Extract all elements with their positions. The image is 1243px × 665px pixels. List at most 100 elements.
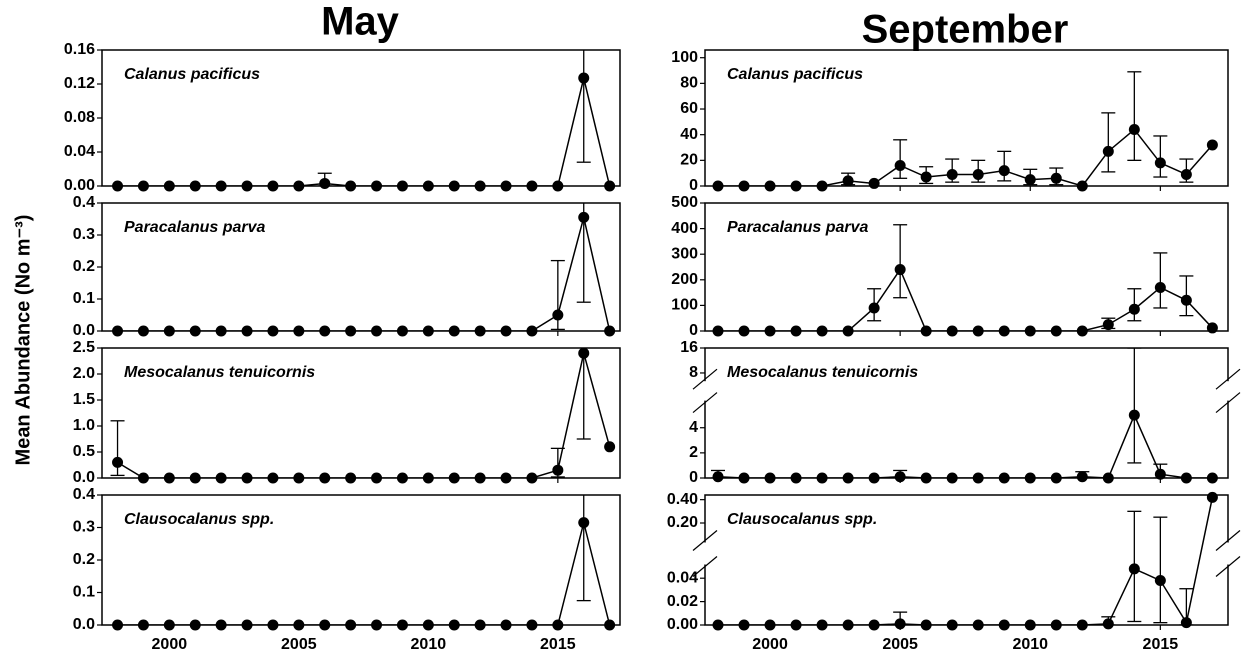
x-tick-label: 2015 [1143, 636, 1179, 653]
data-point [526, 472, 538, 484]
data-point [578, 72, 590, 84]
data-point [1206, 322, 1218, 334]
data-point [267, 472, 279, 484]
data-point [112, 325, 124, 337]
data-point [267, 325, 279, 337]
y-tick-label: 0.04 [667, 569, 698, 586]
data-point [842, 325, 854, 337]
data-point [946, 325, 958, 337]
data-point [500, 619, 512, 631]
y-tick-label: 8 [689, 364, 698, 381]
y-tick-label: 60 [680, 100, 698, 117]
data-point [972, 168, 984, 180]
data-point [738, 180, 750, 192]
data-point [998, 165, 1010, 177]
y-tick-label: 16 [680, 339, 698, 356]
data-point [946, 168, 958, 180]
axis-break-mark [1215, 530, 1241, 551]
data-point [578, 347, 590, 359]
data-point [604, 180, 616, 192]
data-point [371, 180, 383, 192]
data-point [215, 619, 227, 631]
y-tick-label: 2.0 [73, 365, 95, 382]
data-point [1154, 468, 1166, 480]
column-title: September [862, 8, 1069, 52]
y-tick-label: 0.4 [73, 486, 95, 503]
data-point [842, 175, 854, 187]
y-tick-label: 200 [671, 271, 698, 288]
data-point [163, 619, 175, 631]
data-point [816, 180, 828, 192]
y-tick-label: 0.5 [73, 443, 95, 460]
data-point [1128, 409, 1140, 421]
data-point [842, 472, 854, 484]
data-point [790, 325, 802, 337]
y-tick-label: 100 [671, 297, 698, 314]
data-point [112, 456, 124, 468]
y-tick-label: 0 [689, 177, 698, 194]
panel-label: Mesocalanus tenuicornis [727, 364, 918, 381]
data-point [215, 472, 227, 484]
data-point [137, 180, 149, 192]
y-tick-label: 0.00 [64, 177, 95, 194]
data-point [1050, 325, 1062, 337]
data-point [500, 325, 512, 337]
y-tick-label: 0.0 [73, 616, 95, 633]
data-point [946, 472, 958, 484]
series-line [717, 413, 1213, 478]
y-tick-label: 0.4 [73, 194, 95, 211]
x-tick-label: 2000 [752, 636, 788, 653]
data-point [137, 325, 149, 337]
data-point [474, 180, 486, 192]
axis-break-gap [702, 542, 708, 565]
panel-label: Clausocalanus spp. [124, 511, 274, 528]
y-tick-label: 0.2 [73, 551, 95, 568]
y-tick-label: 1.5 [73, 391, 95, 408]
data-point [712, 325, 724, 337]
y-tick-label: 0.00 [667, 616, 698, 633]
x-tick-label: 2000 [152, 636, 188, 653]
axis-break-mark [1215, 392, 1241, 414]
y-tick-label: 0.16 [64, 41, 95, 58]
y-tick-label: 0.12 [64, 75, 95, 92]
data-point [163, 180, 175, 192]
data-point [816, 619, 828, 631]
data-point [790, 472, 802, 484]
data-point [345, 472, 357, 484]
data-point [500, 180, 512, 192]
y-tick-label: 0.1 [73, 290, 95, 307]
y-tick-label: 500 [671, 194, 698, 211]
data-point [1076, 325, 1088, 337]
data-point [474, 472, 486, 484]
axis-break-gap [1225, 381, 1231, 401]
data-point [371, 325, 383, 337]
data-point [396, 619, 408, 631]
data-point [293, 325, 305, 337]
y-tick-label: 0.08 [64, 109, 95, 126]
data-point [319, 472, 331, 484]
data-point [764, 619, 776, 631]
data-point [578, 211, 590, 223]
data-point [1206, 491, 1218, 503]
data-point [112, 180, 124, 192]
data-point [1050, 172, 1062, 184]
axis-break-mark [692, 556, 718, 577]
data-point [842, 619, 854, 631]
y-tick-label: 0.40 [667, 491, 698, 508]
data-point [448, 180, 460, 192]
data-point [396, 180, 408, 192]
y-tick-label: 0.20 [667, 514, 698, 531]
data-point [738, 619, 750, 631]
y-tick-label: 40 [680, 126, 698, 143]
data-point [448, 472, 460, 484]
data-point [396, 325, 408, 337]
data-point [1102, 319, 1114, 331]
data-point [345, 180, 357, 192]
y-tick-label: 400 [671, 220, 698, 237]
data-point [552, 309, 564, 321]
data-point [1180, 294, 1192, 306]
y-tick-label: 300 [671, 245, 698, 262]
y-tick-label: 0.04 [64, 143, 95, 160]
x-tick-label: 2005 [882, 636, 918, 653]
